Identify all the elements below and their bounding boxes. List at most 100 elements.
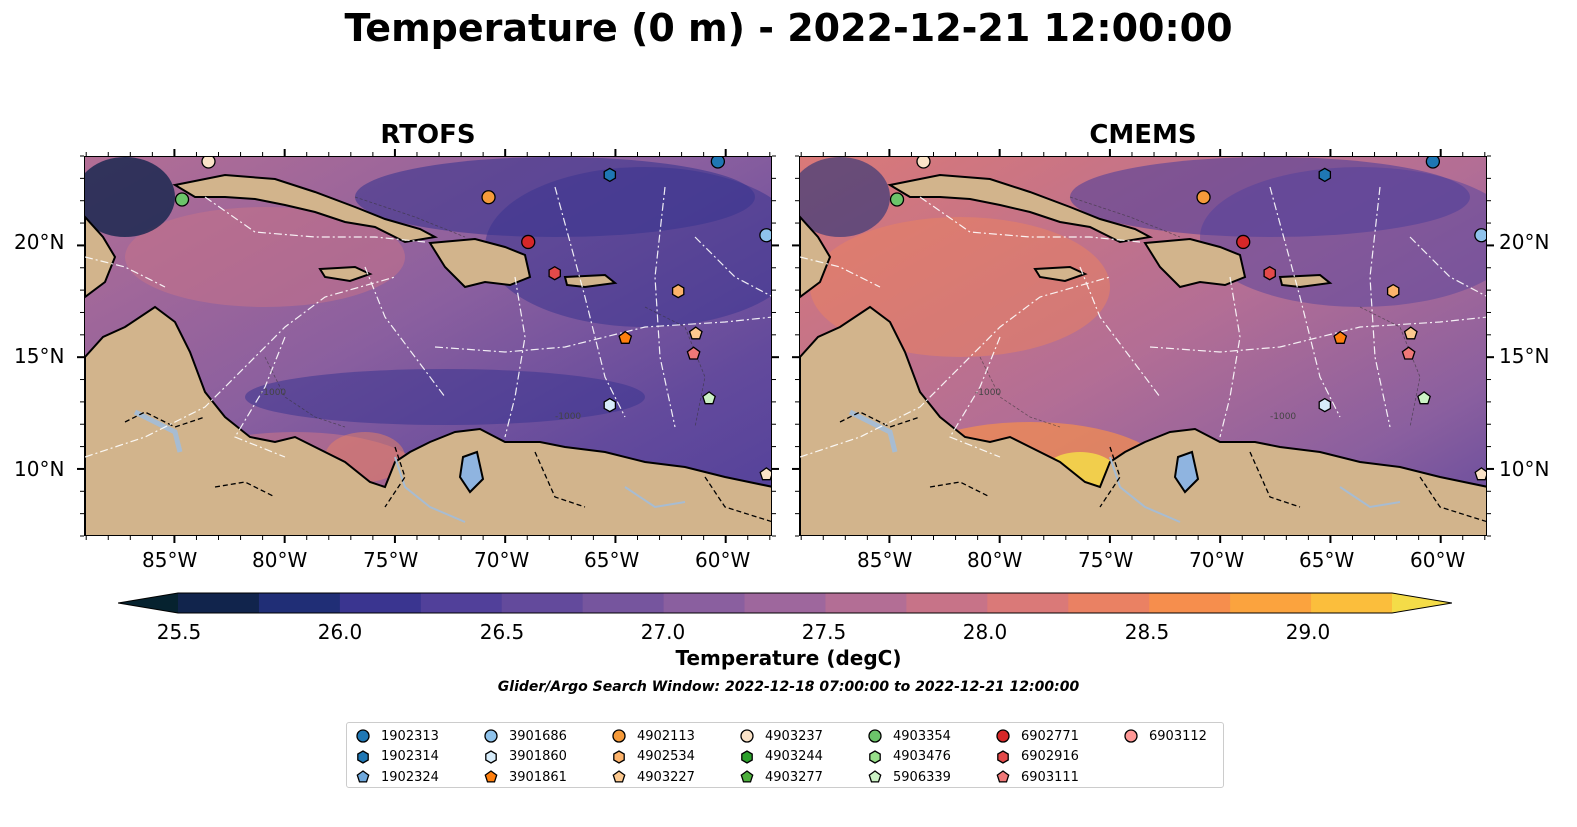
colorbar-extend-max [1392, 593, 1452, 613]
legend-item: 3901686 [483, 726, 567, 746]
lat-tick-label-right: 15°N [1499, 344, 1550, 368]
legend-item: 4903237 [739, 726, 823, 746]
legend-marker-shape [357, 749, 369, 764]
float-marker [1474, 228, 1486, 243]
float-marker [671, 283, 685, 299]
float-marker [1425, 157, 1441, 169]
panel-title-rtofs: RTOFS [380, 120, 476, 150]
float-marker [1196, 190, 1211, 205]
legend-item: 1902314 [355, 747, 439, 767]
colorbar-extend-min [118, 593, 178, 613]
colorbar-segment [825, 593, 907, 613]
legend-marker-shape [868, 729, 882, 743]
legend-marker [997, 749, 1009, 764]
colorbar-outline [118, 592, 1452, 614]
legend-item: 5906339 [867, 767, 951, 787]
colorbar-tick-label: 28.5 [1124, 620, 1170, 644]
float-marker [174, 192, 190, 207]
colorbar-tick-label: 26.0 [317, 620, 363, 644]
colorbar-tick-label: 29.0 [1285, 620, 1331, 644]
legend-label: 1902313 [381, 728, 439, 744]
legend-marker-shape [485, 749, 497, 764]
legend-marker [996, 729, 1010, 743]
colorbar-segment [663, 593, 746, 613]
legend-label: 5906339 [893, 769, 951, 785]
legend-marker-shape [740, 729, 754, 743]
legend-item: 3901860 [483, 747, 567, 767]
colorbar-tick-label: 28.0 [962, 620, 1008, 644]
legend-marker-shape [356, 770, 370, 783]
bathy-label: -1000 [975, 388, 1001, 398]
legend-marker [484, 770, 498, 783]
legend-label: 4903237 [765, 728, 823, 744]
legend-marker [612, 770, 626, 783]
float-marker [1318, 167, 1332, 183]
legend-marker-shape [356, 729, 370, 743]
legend-marker [613, 749, 625, 764]
legend-marker-shape [868, 770, 882, 783]
lat-tick-label-right: 20°N [1499, 230, 1550, 254]
legend-label: 1902314 [381, 749, 439, 764]
legend-marker-shape [612, 729, 626, 743]
lon-tick-label: 85°W [142, 548, 198, 572]
legend-item: 6903112 [1123, 726, 1207, 746]
legend-label: 6903111 [1021, 769, 1079, 785]
legend-marker [868, 729, 882, 743]
float-marker [688, 326, 703, 340]
colorbar-segment [1068, 593, 1150, 613]
colorbar-segment [178, 593, 260, 613]
float-marker [1333, 330, 1348, 344]
float-marker [481, 190, 496, 205]
lon-tick-label: 80°W [252, 548, 308, 572]
legend-label: 4902534 [637, 749, 695, 764]
legend-label: 3901686 [509, 728, 567, 744]
bathy-label: -1000 [260, 388, 286, 398]
colorbar [118, 592, 1452, 614]
lat-tick-label-left: 20°N [14, 230, 65, 254]
legend-label: 6903112 [1149, 728, 1207, 744]
lon-tick-label: 75°W [363, 548, 419, 572]
colorbar-tick-label: 26.5 [479, 620, 525, 644]
legend-item: 6902771 [995, 726, 1079, 746]
legend-marker-shape [612, 770, 626, 783]
lat-tick-label-left: 15°N [14, 344, 65, 368]
legend-marker-shape [996, 770, 1010, 783]
float-marker [603, 167, 617, 183]
legend-label: 6902916 [1021, 749, 1079, 764]
lon-tick-label: 75°W [1078, 548, 1134, 572]
map-rtofs: -1000 -1000 [84, 156, 772, 536]
float-marker [201, 157, 216, 169]
legend-marker-shape [1124, 729, 1138, 743]
map-canvas-cmems: -1000 -1000 [800, 157, 1486, 535]
legend-marker [356, 770, 370, 783]
legend-label: 1902324 [381, 769, 439, 785]
legend-item: 4903476 [867, 747, 951, 767]
legend-item: 4902113 [611, 726, 695, 746]
float-marker [1474, 467, 1486, 481]
search-window-text: Glider/Argo Search Window: 2022-12-18 07… [497, 679, 1080, 695]
lon-tick-label: 80°W [967, 548, 1023, 572]
legend-label: 3901861 [509, 769, 567, 785]
float-marker [548, 265, 561, 281]
colorbar-segment [339, 593, 422, 613]
panel-title-cmems: CMEMS [1089, 120, 1197, 150]
legend-marker-shape [997, 749, 1009, 764]
colorbar-segment [501, 593, 584, 613]
lon-tick-label: 70°W [1189, 548, 1245, 572]
legend-item: 4903227 [611, 767, 695, 787]
legend-marker-shape [484, 770, 498, 783]
colorbar-segment [582, 593, 665, 613]
legend-item: 3901861 [483, 767, 567, 787]
legend-label: 4903476 [893, 749, 951, 764]
lat-tick-label-left: 10°N [14, 457, 65, 481]
colorbar-segment [987, 593, 1069, 613]
float-marker [1401, 346, 1416, 360]
float-marker [710, 157, 726, 169]
float-marker [1403, 326, 1418, 340]
legend-item: 6903111 [995, 767, 1079, 787]
legend-marker [484, 729, 498, 743]
axes-overlay [77, 149, 1494, 543]
colorbar-segment [1311, 593, 1393, 613]
float-marker [1236, 234, 1251, 250]
lat-tick-label-right: 10°N [1499, 457, 1550, 481]
